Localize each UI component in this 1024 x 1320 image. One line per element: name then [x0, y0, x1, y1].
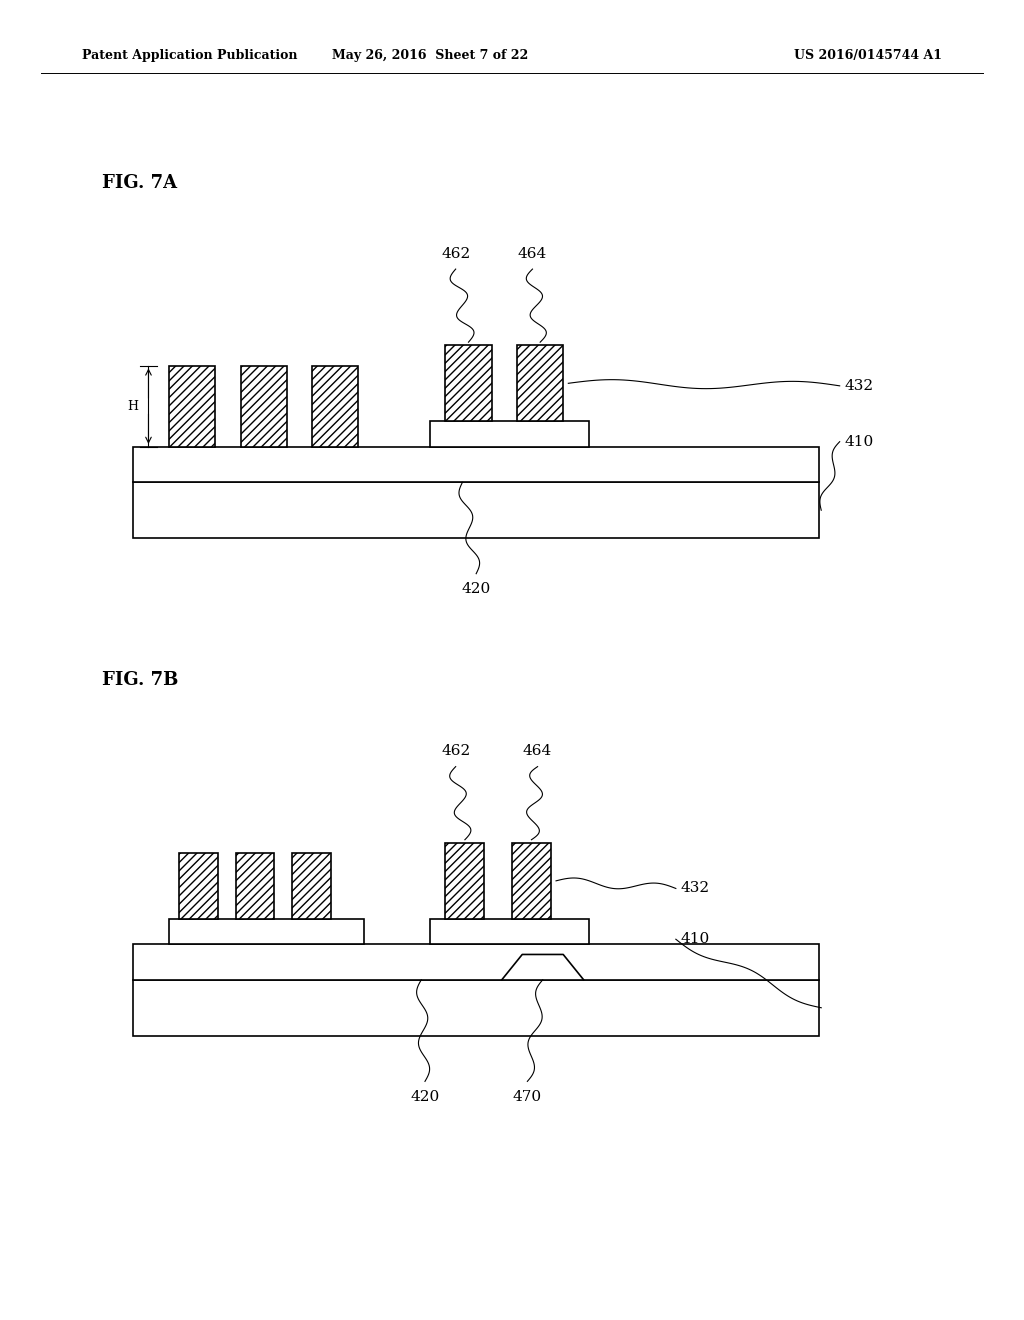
Bar — [169, 919, 364, 944]
Bar — [445, 346, 492, 421]
Bar — [236, 853, 274, 919]
Text: 464: 464 — [523, 744, 552, 759]
Text: May 26, 2016  Sheet 7 of 22: May 26, 2016 Sheet 7 of 22 — [332, 49, 528, 62]
Text: 432: 432 — [681, 882, 710, 895]
Bar — [241, 366, 287, 446]
Text: 462: 462 — [441, 744, 470, 759]
Text: FIG. 7B: FIG. 7B — [102, 672, 179, 689]
Bar — [179, 853, 218, 919]
Bar — [133, 944, 819, 979]
Bar — [430, 919, 589, 944]
Bar — [430, 421, 589, 446]
Text: 464: 464 — [518, 247, 547, 261]
Text: 410: 410 — [681, 932, 711, 946]
Text: 420: 420 — [462, 582, 490, 595]
Bar — [445, 842, 484, 919]
Bar — [517, 346, 563, 421]
Bar — [133, 979, 819, 1036]
Text: 462: 462 — [441, 247, 470, 261]
Bar — [292, 853, 331, 919]
Bar — [312, 366, 358, 446]
Text: US 2016/0145744 A1: US 2016/0145744 A1 — [794, 49, 942, 62]
Bar — [133, 482, 819, 539]
Text: Patent Application Publication: Patent Application Publication — [82, 49, 297, 62]
Text: 470: 470 — [513, 1089, 542, 1104]
Text: H: H — [127, 400, 138, 413]
Text: 410: 410 — [845, 434, 874, 449]
Bar — [169, 366, 215, 446]
Bar — [133, 446, 819, 482]
Bar — [512, 842, 551, 919]
Text: 420: 420 — [411, 1089, 439, 1104]
Text: 432: 432 — [845, 379, 873, 393]
Text: FIG. 7A: FIG. 7A — [102, 174, 177, 191]
